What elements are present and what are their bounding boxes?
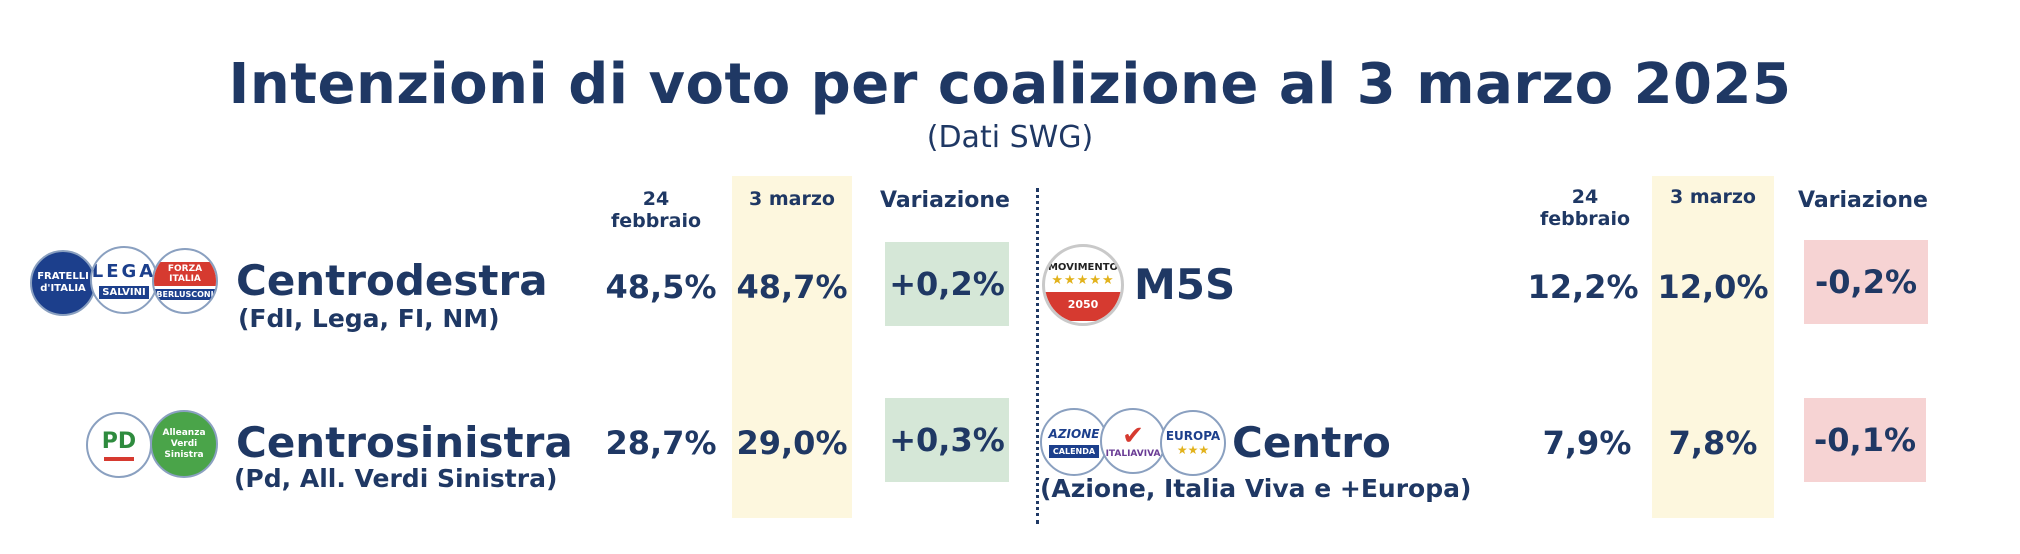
col-header-change-left: Variazione bbox=[880, 188, 1010, 213]
value-mar3-m5s: 12,0% bbox=[1657, 268, 1769, 306]
pd-logo-stripe bbox=[104, 457, 134, 461]
italia-viva-logo: ✔ ITALIAVIVA bbox=[1100, 408, 1166, 474]
value-feb24-centrosinistra: 28,7% bbox=[605, 424, 717, 462]
azione-logo: AZIONE CALENDA bbox=[1040, 408, 1108, 476]
piu-europa-logo: EUROPA ★★★ bbox=[1160, 410, 1226, 476]
change-value-m5s: -0,2% bbox=[1814, 263, 1918, 301]
logos-centrodestra: FRATELLI d'ITALIA LEGA SALVINI FORZA ITA… bbox=[30, 246, 220, 320]
highlight-column-left bbox=[732, 176, 852, 518]
change-value-centrodestra: +0,2% bbox=[889, 265, 1005, 303]
avs-logo: Alleanza Verdi Sinistra bbox=[150, 410, 218, 478]
coalition-sub-centrosinistra: (Pd, All. Verdi Sinistra) bbox=[234, 464, 558, 493]
coalition-name-centrodestra: Centrodestra bbox=[236, 256, 548, 305]
coalition-name-centrosinistra: Centrosinistra bbox=[236, 418, 573, 467]
col-header-mar3-right: 3 marzo bbox=[1670, 186, 1756, 208]
iv-check-icon: ✔ bbox=[1122, 421, 1144, 451]
change-value-centrosinistra: +0,3% bbox=[889, 421, 1005, 459]
logos-centrosinistra: PD Alleanza Verdi Sinistra bbox=[86, 410, 220, 480]
m5s-stars: ★★★★★ bbox=[1051, 272, 1115, 288]
m5s-logo: MOVIMENTO ★★★★★ 2050 bbox=[1042, 244, 1124, 326]
page-title: Intenzioni di voto per coalizione al 3 m… bbox=[228, 52, 1792, 117]
coalition-sub-centrodestra: (FdI, Lega, FI, NM) bbox=[238, 304, 500, 333]
value-feb24-centrodestra: 48,5% bbox=[605, 268, 717, 306]
europa-stars: ★★★ bbox=[1176, 443, 1210, 457]
col-header-change-right: Variazione bbox=[1798, 188, 1928, 213]
value-feb24-m5s: 12,2% bbox=[1527, 268, 1639, 306]
coalition-name-centro: Centro bbox=[1232, 418, 1391, 467]
fi-logo: FORZA ITALIA BERLUSCONI bbox=[152, 248, 218, 314]
change-box-m5s: -0,2% bbox=[1804, 240, 1928, 324]
col-header-feb24-left: 24 febbraio bbox=[610, 188, 702, 232]
change-box-centrosinistra: +0,3% bbox=[885, 398, 1009, 482]
col-header-mar3-left: 3 marzo bbox=[749, 188, 835, 210]
change-box-centro: -0,1% bbox=[1804, 398, 1926, 482]
logos-centro: AZIONE CALENDA ✔ ITALIAVIVA EUROPA ★★★ bbox=[1040, 408, 1228, 478]
value-mar3-centrosinistra: 29,0% bbox=[736, 424, 848, 462]
value-mar3-centro: 7,8% bbox=[1668, 424, 1758, 462]
highlight-column-right bbox=[1652, 176, 1774, 518]
col-header-feb24-right: 24 febbraio bbox=[1539, 186, 1631, 230]
coalition-sub-centro: (Azione, Italia Viva e +Europa) bbox=[1040, 474, 1472, 503]
party-name-m5s: M5S bbox=[1134, 260, 1236, 309]
pd-logo: PD bbox=[86, 412, 152, 478]
divider-dotted bbox=[1036, 188, 1039, 524]
value-feb24-centro: 7,9% bbox=[1542, 424, 1632, 462]
page-subtitle: (Dati SWG) bbox=[926, 120, 1094, 155]
change-value-centro: -0,1% bbox=[1813, 421, 1917, 459]
value-mar3-centrodestra: 48,7% bbox=[736, 268, 848, 306]
change-box-centrodestra: +0,2% bbox=[885, 242, 1009, 326]
lega-logo: LEGA SALVINI bbox=[90, 246, 158, 314]
fdi-logo: FRATELLI d'ITALIA bbox=[30, 250, 96, 316]
